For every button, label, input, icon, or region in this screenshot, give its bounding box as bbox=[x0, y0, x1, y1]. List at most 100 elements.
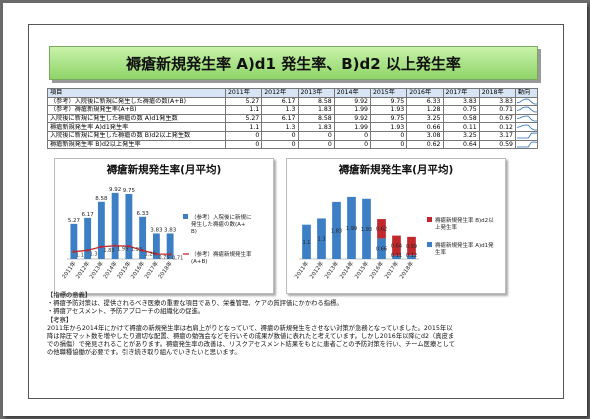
header-cell: 動向 bbox=[515, 88, 538, 98]
value-cell: 0.62 bbox=[406, 139, 444, 150]
chart-left: 褥瘡新規発生率(月平均) 5.27 2011年 6.17 2012年 8.58 2013年… bbox=[54, 158, 274, 294]
bar-d1 bbox=[407, 255, 416, 259]
bar bbox=[97, 201, 105, 259]
value-cell: 0.12 bbox=[478, 122, 517, 132]
bar-data-label: 0.64 bbox=[391, 244, 402, 250]
value-cell: 3.83 bbox=[478, 96, 517, 107]
bar-d2 bbox=[407, 236, 416, 256]
value-cell: 0 bbox=[261, 130, 299, 141]
bar-data-label: 8.58 bbox=[95, 196, 108, 202]
value-cell: 9.75 bbox=[369, 96, 408, 107]
line-point bbox=[100, 245, 103, 249]
line-data-label: 0.71 bbox=[172, 255, 183, 261]
bar-data-label: 1.93 bbox=[361, 227, 372, 233]
x-tick-label: 2016年 bbox=[367, 259, 385, 280]
sparkline-line bbox=[517, 141, 537, 148]
value-cell: 3.25 bbox=[406, 113, 444, 124]
trend-sparkline bbox=[515, 122, 538, 132]
notes-section: 【指標の意義】 ・褥瘡予防対策は、提供されるべき医療の重要な項目であり、栄養管理… bbox=[47, 292, 547, 358]
value-cell: 0 bbox=[333, 139, 372, 150]
value-cell: 1.83 bbox=[297, 105, 335, 115]
header-cell: 2014年 bbox=[333, 88, 372, 98]
value-cell: 1.99 bbox=[333, 105, 372, 115]
row-label: 褥瘡新規発生率 B)d2以上発生率 bbox=[47, 139, 226, 150]
x-tick-label: 2013年 bbox=[322, 259, 340, 280]
bar-data-label: 5.27 bbox=[68, 218, 81, 224]
value-cell: 3.17 bbox=[478, 130, 517, 141]
legend-label: 褥瘡新規発生率 B)d2以上発生率 bbox=[435, 216, 494, 231]
x-tick-label: 2017年 bbox=[382, 259, 400, 280]
value-cell: 1.93 bbox=[369, 122, 408, 132]
chart-right-title: 褥瘡新規発生率(月平均) bbox=[338, 164, 454, 176]
value-cell: 0 bbox=[261, 139, 299, 150]
value-cell: 0.66 bbox=[406, 122, 444, 132]
notes-line: 2011年から2014年にかけて褥瘡の新規発生率は右肩上がりとなっていて、褥瘡の… bbox=[47, 324, 453, 332]
header-cell: 2017年 bbox=[442, 88, 480, 98]
trend-sparkline bbox=[515, 139, 538, 150]
page-frame bbox=[28, 24, 564, 399]
value-cell: 0 bbox=[224, 139, 263, 150]
legend-label: （参考）褥瘡新規発生率(A+B) bbox=[191, 250, 252, 265]
legend-swatch-bar bbox=[183, 214, 188, 219]
line-data-label: 1.3 bbox=[90, 251, 98, 257]
line-point bbox=[155, 252, 158, 256]
line-data-label: 1.93 bbox=[131, 247, 142, 253]
sparkline-line bbox=[516, 115, 537, 122]
chart-left-svg: 5.272011年6.172012年8.582013年9.922014年9.75… bbox=[60, 187, 252, 280]
bar-data-label: 1.3 bbox=[318, 237, 326, 243]
line-point bbox=[168, 252, 172, 256]
bar-data-label: 0.59 bbox=[406, 244, 417, 250]
x-tick-label: 2015年 bbox=[352, 259, 370, 280]
value-cell: 0.67 bbox=[478, 113, 517, 124]
bar bbox=[125, 194, 133, 259]
row-label: 入院後に新規に発生した褥瘡の数 A)d1発生数 bbox=[47, 113, 226, 124]
bar-data-label: 3.83 bbox=[164, 227, 177, 233]
value-cell: 0.58 bbox=[442, 113, 480, 124]
value-cell: 1.1 bbox=[224, 122, 263, 132]
row-label: （参考）褥瘡新規発生率(A+B) bbox=[47, 105, 226, 115]
line-data-label: 1.99 bbox=[117, 247, 128, 253]
row-label: 入院後に新規に発生した褥瘡の数 B)d2以上発生数 bbox=[47, 130, 226, 141]
x-tick-label: 2012年 bbox=[307, 259, 325, 280]
table-row: 褥瘡新規発生率 B)d2以上発生率 0 0 0 0 0 0.62 0.64 0.59 bbox=[47, 139, 538, 150]
value-cell: 1.3 bbox=[261, 122, 299, 132]
header-cell: 2013年 bbox=[297, 88, 335, 98]
table-row: 入院後に新規に発生した褥瘡の数 A)d1発生数 5.27 6.17 8.58 9.92 9… bbox=[47, 113, 538, 124]
value-cell: 1.3 bbox=[261, 105, 299, 115]
line-data-label: 1.28 bbox=[145, 251, 156, 257]
value-cell: 3.08 bbox=[406, 130, 444, 141]
row-label: 褥瘡新規発生率 A)d1発生率 bbox=[47, 122, 226, 132]
trend-sparkline bbox=[515, 130, 538, 141]
value-cell: 0 bbox=[369, 130, 408, 141]
x-tick-label: 2011年 bbox=[292, 259, 310, 280]
sparkline-line bbox=[517, 132, 537, 139]
chart-right-svg: 1.1 2011年 1.3 2012年 1.83 2013年 1.99 2014年 1.93 20… bbox=[292, 196, 494, 280]
bar-d1 bbox=[332, 201, 341, 259]
bar-data-label: 0.66 bbox=[376, 247, 387, 253]
bar bbox=[152, 233, 160, 259]
value-cell: 1.99 bbox=[333, 122, 372, 132]
value-cell: 1.93 bbox=[369, 105, 408, 115]
line-series bbox=[73, 245, 171, 255]
bar bbox=[111, 192, 119, 259]
value-cell: 6.33 bbox=[406, 96, 444, 107]
x-tick-label: 2014年 bbox=[337, 259, 355, 280]
trend-sparkline bbox=[515, 105, 538, 115]
bar-d1 bbox=[302, 224, 311, 259]
line-data-label: 1.83 bbox=[103, 248, 114, 254]
value-cell: 0.11 bbox=[442, 122, 480, 132]
value-cell: 0 bbox=[297, 130, 335, 141]
bar bbox=[166, 233, 174, 259]
bar bbox=[84, 217, 92, 259]
data-table: 項目 2011年 2012年 2013年 2014年 2015年 2016年 2… bbox=[47, 88, 538, 150]
notes-line: ・褥瘡予防対策は、提供されるべき医療の重要な項目であり、栄養管理、ケアの質評価に… bbox=[47, 300, 343, 308]
header-cell: 項目 bbox=[47, 88, 226, 98]
value-cell: 1.28 bbox=[406, 105, 444, 115]
bar-data-label: 3.83 bbox=[150, 227, 163, 233]
notes-heading-significance: 【指標の意義】 bbox=[47, 292, 92, 299]
bar-d1 bbox=[377, 238, 386, 259]
bar-d1 bbox=[347, 196, 356, 259]
bar-data-label: 1.1 bbox=[303, 240, 311, 246]
sparkline-line bbox=[516, 98, 537, 105]
bar-data-label: 1.99 bbox=[346, 226, 357, 232]
